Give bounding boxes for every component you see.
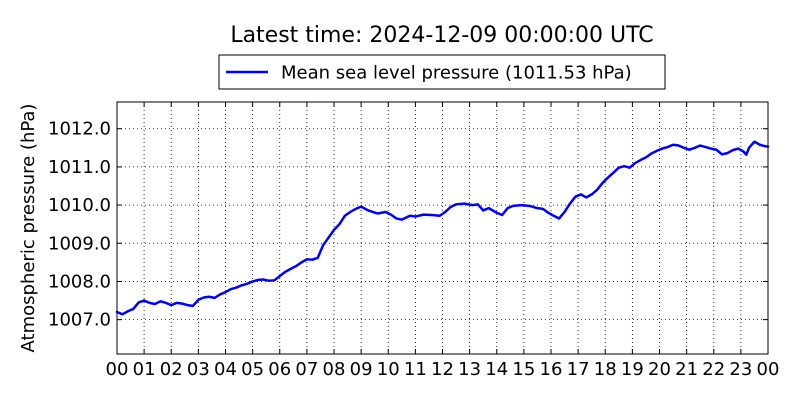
x-tick-label: 12 — [431, 359, 454, 380]
x-tick-label: 00 — [757, 359, 780, 380]
chart-title: Latest time: 2024-12-09 00:00:00 UTC — [230, 23, 653, 48]
x-tick-label: 00 — [106, 359, 129, 380]
x-tick-label: 19 — [621, 359, 644, 380]
x-tick-label: 13 — [458, 359, 481, 380]
x-tick-label: 05 — [241, 359, 264, 380]
x-tick-label: 08 — [323, 359, 346, 380]
x-tick-label: 04 — [214, 359, 237, 380]
x-tick-label: 10 — [377, 359, 400, 380]
x-tick-label: 03 — [187, 359, 210, 380]
y-tick-label: 1008.0 — [48, 271, 111, 292]
legend-label: Mean sea level pressure (1011.53 hPa) — [281, 63, 632, 84]
y-axis-ticks: 1007.0 1008.0 1009.0 1010.0 1011.0 1012.0 — [48, 119, 768, 331]
x-tick-label: 23 — [729, 359, 752, 380]
x-axis-ticks: 00 01 02 03 04 05 06 07 08 09 10 11 12 13 14 15 16 17 18 19… — [106, 102, 780, 380]
x-tick-label: 21 — [675, 359, 698, 380]
y-tick-label: 1007.0 — [48, 310, 111, 331]
y-tick-label: 1011.0 — [48, 157, 111, 178]
y-axis-label: Atmospheric pressure (hPa) — [18, 104, 39, 353]
x-tick-label: 06 — [268, 359, 291, 380]
series-layer — [115, 140, 770, 316]
x-tick-label: 20 — [648, 359, 671, 380]
x-tick-label: 18 — [594, 359, 617, 380]
legend: Mean sea level pressure (1011.53 hPa) — [218, 54, 666, 90]
grid — [117, 102, 768, 354]
series-line-mean-sea-level-pressure — [115, 140, 770, 316]
x-tick-label: 15 — [512, 359, 535, 380]
y-tick-label: 1012.0 — [48, 119, 111, 140]
plot-area-frame — [116, 101, 769, 355]
x-tick-label: 02 — [160, 359, 183, 380]
x-tick-label: 09 — [350, 359, 373, 380]
x-tick-label: 17 — [567, 359, 590, 380]
y-tick-label: 1010.0 — [48, 195, 111, 216]
x-tick-label: 01 — [133, 359, 156, 380]
x-tick-label: 22 — [702, 359, 725, 380]
x-tick-label: 14 — [485, 359, 508, 380]
x-tick-label: 16 — [540, 359, 563, 380]
x-tick-label: 11 — [404, 359, 427, 380]
legend-box — [218, 54, 666, 90]
x-tick-label: 07 — [295, 359, 318, 380]
y-tick-label: 1009.0 — [48, 233, 111, 254]
